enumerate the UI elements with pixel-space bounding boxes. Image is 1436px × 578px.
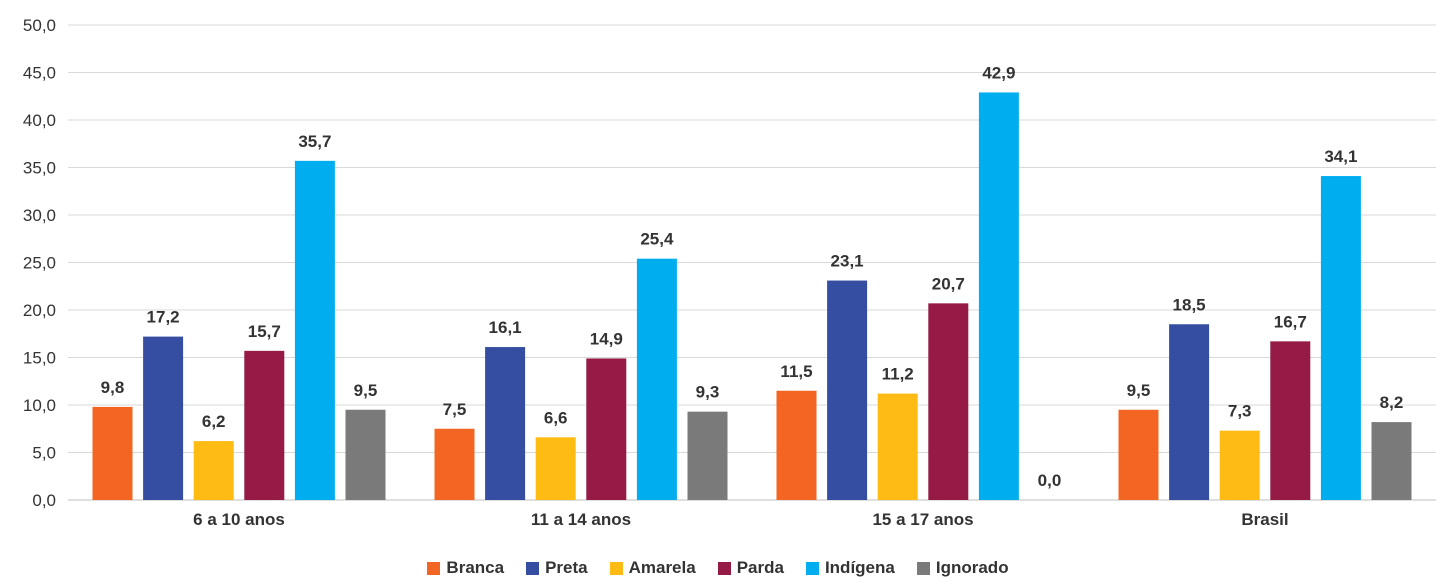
legend-label: Parda [736,558,784,577]
bar [1118,409,1159,500]
bar [586,358,627,500]
legend-swatch [916,561,930,575]
bar [294,160,335,500]
y-tick-label: 15,0 [23,349,56,368]
y-tick-label: 45,0 [23,64,56,83]
legend-item: Ignorado [916,558,1009,578]
x-category-label: 11 a 14 anos [531,510,631,529]
data-label: 25,4 [640,230,674,249]
bar [978,92,1019,500]
bar [776,390,817,500]
data-labels: 9,8 17,2 6,2 15,7 35,7 9,5 7,5 16,1 6,6 14,9 25,4 9… [101,63,1404,490]
bars [92,92,1412,501]
data-label: 9,8 [101,378,125,397]
bar [636,258,677,500]
data-label: 15,7 [248,322,281,341]
bar [1270,341,1311,500]
bar [345,409,386,500]
legend-swatch [526,561,540,575]
y-tick-label: 50,0 [23,16,56,35]
data-label: 9,3 [696,383,720,402]
bar [1371,422,1412,500]
x-category-label: 15 a 17 anos [872,510,973,529]
data-label: 23,1 [831,252,864,271]
legend-item: Branca [427,558,504,578]
legend-swatch [427,561,441,575]
bar [92,406,133,500]
bar [193,441,234,500]
legend-label: Indígena [824,558,895,577]
data-label: 16,7 [1274,312,1307,331]
bar [928,303,969,500]
data-label: 20,7 [932,274,965,293]
data-label: 16,1 [489,318,522,337]
bar [485,347,526,500]
x-category-label: 6 a 10 anos [193,510,285,529]
bar [827,280,868,500]
legend-item: Amarela [609,558,696,578]
y-axis-ticks: 0,0 5,0 10,0 15,0 20,0 25,0 30,0 35,0 40,0 45,0 50… [23,16,56,510]
legend-swatch [717,561,731,575]
legend: Branca Preta Amarela Parda Indígena Ignorado [0,558,1436,578]
bar [434,428,475,500]
y-tick-label: 5,0 [32,444,56,463]
bar [143,336,184,500]
legend-label: Amarela [628,558,696,577]
y-tick-label: 40,0 [23,111,56,130]
data-label: 35,7 [298,132,331,151]
x-category-label: Brasil [1241,510,1288,529]
y-tick-label: 25,0 [23,254,56,273]
data-label: 11,5 [780,362,812,381]
y-tick-label: 35,0 [23,159,56,178]
data-label: 6,2 [202,412,226,431]
legend-label: Branca [446,558,505,577]
data-label: 9,5 [354,381,378,400]
data-label: 9,5 [1127,381,1151,400]
legend-swatch [805,561,819,575]
legend-item: Parda [717,558,784,578]
data-label: 7,5 [443,400,467,419]
y-tick-label: 20,0 [23,301,56,320]
data-label: 6,6 [544,408,568,427]
data-label: 14,9 [590,329,623,348]
bar [535,437,576,500]
legend-label: Preta [545,558,588,577]
x-axis-categories: 6 a 10 anos 11 a 14 anos 15 a 17 anos Brasi… [193,510,1288,529]
data-label: 11,2 [882,365,914,384]
y-tick-label: 10,0 [23,396,56,415]
legend-swatch [609,561,623,575]
bar [687,411,728,500]
data-label: 7,3 [1228,402,1252,421]
legend-item: Preta [526,558,588,578]
data-label: 8,2 [1380,393,1404,412]
bar [1219,430,1260,500]
data-label: 17,2 [147,308,180,327]
data-label: 18,5 [1173,295,1206,314]
bar [1169,324,1210,500]
legend-label: Ignorado [935,558,1009,577]
data-label: 0,0 [1038,471,1062,490]
y-tick-label: 30,0 [23,206,56,225]
data-label: 42,9 [982,63,1015,82]
data-label: 34,1 [1324,147,1357,166]
bar [877,393,918,500]
y-tick-label: 0,0 [32,491,56,510]
bar [1320,176,1361,501]
legend-item: Indígena [805,558,895,578]
bar [244,350,285,500]
